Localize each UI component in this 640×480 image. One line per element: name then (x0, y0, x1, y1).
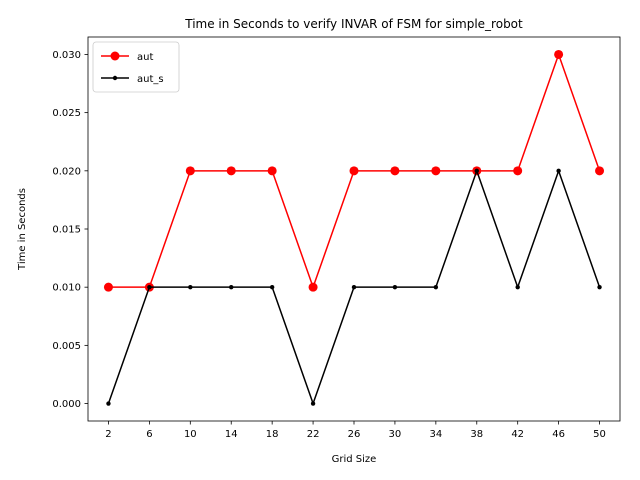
x-axis-label: Grid Size (332, 454, 377, 465)
series-point-aut_s (106, 401, 111, 406)
x-tick-label: 26 (348, 429, 361, 440)
y-tick-label: 0.025 (52, 108, 81, 119)
y-tick-label: 0.030 (52, 50, 81, 61)
chart-title: Time in Seconds to verify INVAR of FSM f… (184, 17, 523, 31)
series-point-aut (226, 166, 236, 176)
series-point-aut (513, 166, 523, 176)
x-tick-label: 46 (552, 429, 565, 440)
series-point-aut (390, 166, 400, 176)
y-tick-label: 0.015 (52, 225, 81, 236)
legend: aut aut_s (92, 41, 180, 93)
series-point-aut (185, 166, 195, 176)
series-point-aut (267, 166, 277, 176)
x-tick-label: 30 (389, 429, 402, 440)
y-axis-label: Time in Seconds (17, 188, 28, 271)
series-point-aut (308, 282, 318, 292)
series-point-aut (349, 166, 359, 176)
series-point-aut_s (433, 284, 439, 290)
legend-marker-aut_s (112, 75, 118, 81)
series-point-aut_s (269, 284, 275, 290)
series-point-aut_s (229, 284, 234, 290)
x-tick-label: 14 (225, 429, 238, 440)
series-point-aut (595, 166, 605, 176)
x-tick-label: 22 (307, 429, 320, 440)
series-point-aut_s (188, 284, 193, 290)
series-point-aut_s (310, 401, 316, 406)
series-point-aut_s (147, 284, 152, 290)
x-tick-label: 6 (146, 429, 152, 440)
x-tick-label: 50 (593, 429, 606, 440)
series-point-aut_s (474, 168, 479, 174)
y-tick-label: 0.020 (52, 166, 81, 177)
x-tick-label: 34 (429, 429, 442, 440)
y-tick-label: 0.000 (52, 399, 81, 410)
x-tick-label: 18 (266, 429, 279, 440)
series-point-aut_s (556, 168, 561, 174)
legend-label-aut_s: aut_s (137, 74, 164, 85)
y-tick-label: 0.005 (52, 341, 81, 352)
x-tick-label: 10 (184, 429, 197, 440)
legend-label-aut: aut (137, 52, 153, 63)
axes: 2 6 10 14 18 22 26 30 34 38 42 46 500.0000.0050.0100… (52, 36, 621, 440)
series-point-aut (554, 49, 564, 59)
series-point-aut (431, 166, 441, 176)
series-point-aut_s (351, 284, 357, 290)
series-point-aut_s (515, 284, 520, 290)
series-point-aut (103, 282, 113, 292)
x-tick-label: 38 (470, 429, 483, 440)
series-point-aut_s (597, 284, 602, 290)
plot-area (103, 49, 605, 406)
legend-box (92, 41, 180, 93)
x-tick-label: 2 (105, 429, 111, 440)
legend-marker-aut (110, 51, 120, 61)
x-tick-label: 42 (511, 429, 524, 440)
y-tick-label: 0.010 (52, 283, 81, 294)
series-point-aut_s (392, 284, 398, 290)
